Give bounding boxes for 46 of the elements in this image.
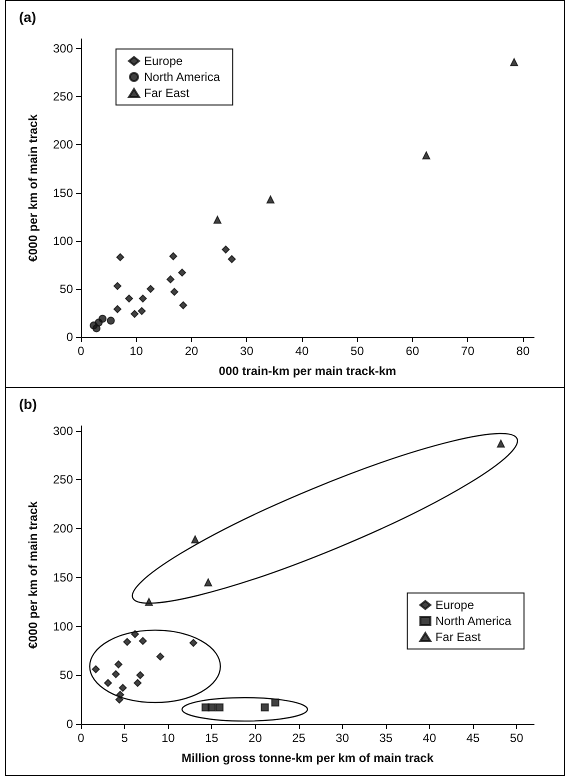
y-tick-label: 50 xyxy=(60,668,74,682)
x-tick-label: 30 xyxy=(240,344,254,358)
x-tick-label: 80 xyxy=(516,344,530,358)
legend-label: Far East xyxy=(435,630,482,644)
x-tick-label: 10 xyxy=(161,731,176,745)
legend-label: Europe xyxy=(435,598,474,612)
y-tick-label: 200 xyxy=(52,138,74,152)
x-tick-label: 40 xyxy=(295,344,309,358)
legend-label: Far East xyxy=(144,86,190,100)
x-axis-title: Million gross tonne-km per km of main track xyxy=(181,751,434,765)
y-tick-label: 300 xyxy=(52,424,74,438)
chart-title: (b) xyxy=(19,396,37,412)
x-tick-label: 15 xyxy=(204,731,219,745)
y-tick-label: 50 xyxy=(60,282,74,296)
y-tick-label: 100 xyxy=(52,234,74,248)
y-tick-label: 0 xyxy=(66,330,74,344)
x-tick-label: 45 xyxy=(466,731,480,745)
y-tick-label: 0 xyxy=(66,717,74,731)
x-tick-label: 30 xyxy=(336,731,350,745)
chart-title: (a) xyxy=(19,9,36,25)
x-tick-label: 10 xyxy=(130,344,144,358)
x-tick-label: 20 xyxy=(248,731,262,745)
x-tick-label: 20 xyxy=(184,344,198,358)
x-tick-label: 40 xyxy=(422,731,436,745)
x-tick-label: 70 xyxy=(461,344,475,358)
x-tick-label: 0 xyxy=(78,731,85,745)
y-tick-label: 300 xyxy=(52,42,74,56)
y-tick-label: 150 xyxy=(52,186,74,200)
y-tick-label: 250 xyxy=(52,472,74,487)
legend-label: North America xyxy=(144,70,220,84)
y-tick-label: 100 xyxy=(52,619,74,634)
y-tick-label: 200 xyxy=(52,522,74,536)
y-axis-title: €000 per km of main track xyxy=(26,114,40,262)
legend-label: Europe xyxy=(144,54,184,68)
x-tick-label: 25 xyxy=(292,731,306,745)
y-tick-label: 250 xyxy=(52,90,74,104)
y-tick-label: 150 xyxy=(52,570,74,584)
x-axis-title: 000 train-km per main track-km xyxy=(218,364,396,378)
x-tick-label: 0 xyxy=(78,344,85,358)
legend-label: North America xyxy=(435,614,512,628)
y-axis-title: €000 per km of main track xyxy=(26,500,40,649)
x-tick-label: 50 xyxy=(510,731,524,745)
x-tick-label: 5 xyxy=(121,731,128,745)
x-tick-label: 60 xyxy=(406,344,420,358)
x-tick-label: 50 xyxy=(350,344,364,358)
x-tick-label: 35 xyxy=(379,731,393,745)
